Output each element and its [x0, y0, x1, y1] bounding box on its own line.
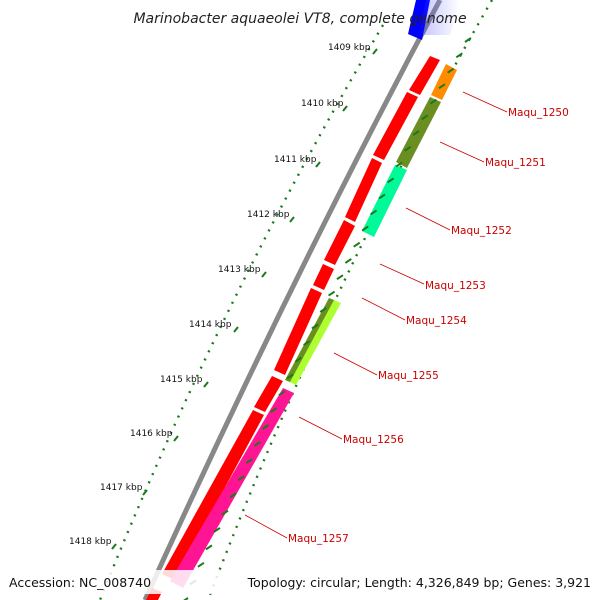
position-tick [278, 390, 286, 397]
kbp-tick-marks [111, 48, 378, 550]
position-tick [378, 193, 386, 200]
position-tick [286, 373, 294, 380]
position-tick [455, 52, 463, 59]
cds-red-4[interactable] [324, 220, 355, 265]
gene-label-maqu-1252[interactable]: Maqu_1252 [451, 225, 512, 237]
kbp-label: 1413 kbp [218, 265, 261, 275]
leader-lines [244, 91, 508, 539]
position-tick [353, 241, 361, 248]
position-tick [213, 527, 221, 533]
kbp-tick [203, 381, 209, 388]
position-tick [221, 509, 229, 516]
position-tick [395, 161, 403, 168]
cds-red-2[interactable] [373, 92, 418, 160]
position-tick [336, 274, 344, 281]
kbp-tick [261, 271, 267, 278]
cds-red-5[interactable] [313, 264, 334, 290]
position-tick [270, 407, 278, 413]
position-tick [328, 290, 336, 297]
position-tick [429, 98, 437, 105]
gene-maqu-1256[interactable] [170, 388, 294, 588]
position-tick [421, 114, 429, 121]
kbp-label: 1412 kbp [247, 210, 290, 220]
position-tick [438, 83, 446, 90]
accession-text: Accession: NC_008740 [9, 575, 151, 590]
position-tick [361, 225, 369, 232]
kbp-tick [342, 105, 348, 112]
position-tick [229, 492, 237, 499]
cds-red-6[interactable] [274, 288, 322, 375]
gene-label-maqu-1256[interactable]: Maqu_1256 [343, 434, 404, 446]
gene-label-maqu-1255[interactable]: Maqu_1255 [378, 370, 439, 382]
position-tick [464, 37, 472, 43]
gene-label-maqu-1257[interactable]: Maqu_1257 [288, 533, 349, 545]
kbp-label: 1415 kbp [160, 375, 203, 385]
topology-text: Topology: circular; Length: 4,326,849 bp… [247, 575, 591, 590]
leader-maqu-1252 [405, 207, 451, 231]
outer-dotted-ring [206, 0, 494, 600]
inner-dotted-ring [98, 24, 385, 600]
kbp-label: 1416 kbp [130, 429, 173, 439]
kbp-label: 1414 kbp [189, 320, 232, 330]
position-tick [245, 458, 253, 464]
position-tick [319, 307, 327, 313]
position-tick [183, 597, 189, 600]
kbp-tick [372, 48, 378, 55]
position-tick [253, 441, 261, 447]
kbp-label: 1418 kbp [69, 537, 112, 547]
position-ticks [183, 37, 472, 600]
position-tick [205, 544, 213, 551]
position-tick [447, 67, 455, 74]
kbp-label: 1410 kbp [301, 99, 344, 109]
position-tick [261, 424, 270, 430]
blue-feature-fade [418, 0, 460, 35]
leader-maqu-1254 [361, 297, 406, 321]
leader-maqu-1253 [379, 263, 425, 285]
leader-maqu-1256 [298, 416, 343, 440]
cds-red-7[interactable] [254, 376, 283, 412]
gene-label-maqu-1254[interactable]: Maqu_1254 [406, 315, 467, 327]
gene-maqu-1250[interactable] [431, 64, 457, 100]
gene-label-maqu-1251[interactable]: Maqu_1251 [485, 157, 546, 169]
position-tick [303, 340, 311, 346]
footer-backdrop [0, 570, 600, 594]
position-tick [387, 177, 395, 184]
kbp-label: 1411 kbp [274, 155, 317, 165]
position-tick [412, 130, 420, 136]
kbp-tick [289, 216, 295, 223]
gene-label-maqu-1250[interactable]: Maqu_1250 [508, 107, 569, 119]
cds-red-3[interactable] [345, 158, 382, 222]
leader-maqu-1257 [244, 514, 288, 539]
kbp-tick [111, 543, 117, 550]
position-tick [294, 356, 302, 363]
position-tick [197, 562, 205, 568]
genome-backbone [142, 0, 443, 600]
leader-maqu-1255 [333, 352, 378, 376]
kbp-tick [142, 489, 148, 496]
gene-label-maqu-1253[interactable]: Maqu_1253 [425, 280, 486, 292]
kbp-tick [315, 161, 321, 168]
cds-red-1[interactable] [409, 56, 440, 95]
kbp-label: 1417 kbp [100, 483, 143, 493]
position-tick [344, 258, 352, 264]
kbp-tick [233, 326, 239, 333]
gene-maqu-1252[interactable] [362, 165, 407, 237]
kbp-tick [173, 435, 179, 442]
cds-red-8[interactable] [162, 410, 264, 580]
leader-maqu-1251 [439, 141, 485, 163]
map-title: Marinobacter aquaeolei VT8, complete gen… [133, 11, 466, 27]
leader-maqu-1250 [462, 91, 508, 113]
position-tick [237, 475, 245, 481]
position-tick [404, 145, 412, 152]
gene-labels: Maqu_1250 Maqu_1251 Maqu_1252 Maqu_1253 … [288, 107, 569, 545]
kbp-label: 1409 kbp [328, 43, 371, 53]
position-tick [311, 323, 319, 330]
kbp-labels: 1409 kbp 1410 kbp 1411 kbp 1412 kbp 1413… [69, 43, 371, 547]
position-tick [370, 209, 378, 216]
